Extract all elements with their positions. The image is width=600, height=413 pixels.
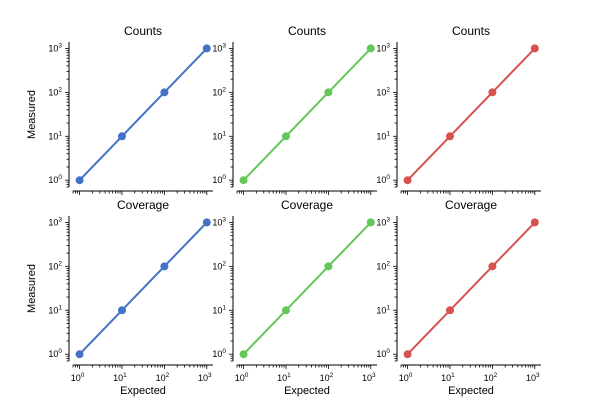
data-point bbox=[366, 44, 375, 53]
data-point bbox=[324, 262, 333, 271]
data-point bbox=[403, 350, 412, 359]
data-point bbox=[239, 350, 248, 359]
series-line bbox=[406, 221, 536, 355]
y-axis-label: Measured bbox=[26, 264, 38, 313]
data-point bbox=[488, 88, 497, 97]
series-line bbox=[78, 221, 208, 355]
subplot-6: 100 101 102 103 100 101 102 103 Coverage Expected bbox=[376, 198, 541, 397]
x-axis-label: Expected bbox=[120, 385, 166, 397]
data-point bbox=[366, 218, 375, 227]
data-point bbox=[202, 44, 211, 53]
data-point bbox=[202, 218, 211, 227]
clipped-top-text: · bbox=[303, 0, 307, 5]
y-tick-label: 100 bbox=[376, 174, 390, 185]
data-point bbox=[160, 262, 169, 271]
y-tick-label: 103 bbox=[376, 216, 390, 227]
data-point bbox=[75, 350, 84, 359]
clipped-top-text: · · · bbox=[461, 0, 480, 5]
x-tick-label: 100 bbox=[399, 372, 413, 383]
y-tick-label: 100 bbox=[212, 348, 226, 359]
data-point bbox=[117, 132, 126, 141]
subplot-title: Counts bbox=[288, 24, 326, 38]
panels-group: 100 101 102 103 Counts Measured 100 101 102 103 Co… bbox=[26, 24, 541, 397]
y-tick-label: 103 bbox=[212, 42, 226, 53]
series-line bbox=[406, 47, 536, 181]
y-tick-label: 101 bbox=[212, 130, 226, 141]
y-tick-label: 100 bbox=[376, 348, 390, 359]
y-tick-label: 103 bbox=[376, 42, 390, 53]
y-tick-label: 103 bbox=[212, 216, 226, 227]
data-point bbox=[530, 44, 539, 53]
x-tick-label: 103 bbox=[198, 372, 212, 383]
clipped-top-text: · · · bbox=[131, 0, 150, 5]
y-tick-label: 102 bbox=[48, 86, 62, 97]
y-tick-label: 102 bbox=[212, 260, 226, 271]
x-tick-label: 102 bbox=[156, 372, 170, 383]
subplot-3: 100 101 102 103 Counts bbox=[376, 24, 541, 195]
x-tick-label: 102 bbox=[484, 372, 498, 383]
x-tick-label: 100 bbox=[235, 372, 249, 383]
x-tick-label: 101 bbox=[441, 372, 455, 383]
y-tick-label: 101 bbox=[48, 304, 62, 315]
data-point bbox=[117, 306, 126, 315]
y-tick-label: 100 bbox=[212, 174, 226, 185]
y-tick-label: 100 bbox=[48, 174, 62, 185]
y-tick-label: 103 bbox=[48, 216, 62, 227]
data-point bbox=[239, 176, 248, 185]
y-tick-label: 101 bbox=[212, 304, 226, 315]
y-tick-label: 102 bbox=[376, 260, 390, 271]
y-tick-label: 100 bbox=[48, 348, 62, 359]
y-tick-label: 102 bbox=[48, 260, 62, 271]
series-line bbox=[242, 221, 372, 355]
subplot-1: 100 101 102 103 Counts Measured bbox=[26, 24, 213, 195]
x-tick-label: 103 bbox=[526, 372, 540, 383]
subplot-4: 100 101 102 103 100 101 102 103 Coverage Expected… bbox=[26, 198, 213, 397]
data-point bbox=[445, 306, 454, 315]
data-point bbox=[160, 88, 169, 97]
subplot-title: Coverage bbox=[281, 198, 333, 212]
series-line bbox=[78, 47, 208, 181]
data-point bbox=[445, 132, 454, 141]
subplot-2: 100 101 102 103 Counts bbox=[212, 24, 377, 195]
subplot-title: Coverage bbox=[445, 198, 497, 212]
y-tick-label: 101 bbox=[376, 304, 390, 315]
data-point bbox=[75, 176, 84, 185]
y-tick-label: 102 bbox=[376, 86, 390, 97]
x-tick-label: 101 bbox=[277, 372, 291, 383]
data-point bbox=[281, 132, 290, 141]
data-point bbox=[324, 88, 333, 97]
x-tick-label: 102 bbox=[320, 372, 334, 383]
y-tick-label: 103 bbox=[48, 42, 62, 53]
x-axis-label: Expected bbox=[448, 385, 494, 397]
data-point bbox=[281, 306, 290, 315]
x-tick-label: 100 bbox=[71, 372, 85, 383]
subplot-title: Counts bbox=[124, 24, 162, 38]
subplot-5: 100 101 102 103 100 101 102 103 Coverage Expected bbox=[212, 198, 377, 397]
subplot-title: Coverage bbox=[117, 198, 169, 212]
y-tick-label: 101 bbox=[376, 130, 390, 141]
x-tick-label: 101 bbox=[113, 372, 127, 383]
x-tick-label: 103 bbox=[362, 372, 376, 383]
x-axis-label: Expected bbox=[284, 385, 330, 397]
data-point bbox=[403, 176, 412, 185]
data-point bbox=[530, 218, 539, 227]
data-point bbox=[488, 262, 497, 271]
y-axis-label: Measured bbox=[26, 90, 38, 139]
y-tick-label: 101 bbox=[48, 130, 62, 141]
series-line bbox=[242, 47, 372, 181]
y-tick-label: 102 bbox=[212, 86, 226, 97]
subplot-title: Counts bbox=[452, 24, 490, 38]
